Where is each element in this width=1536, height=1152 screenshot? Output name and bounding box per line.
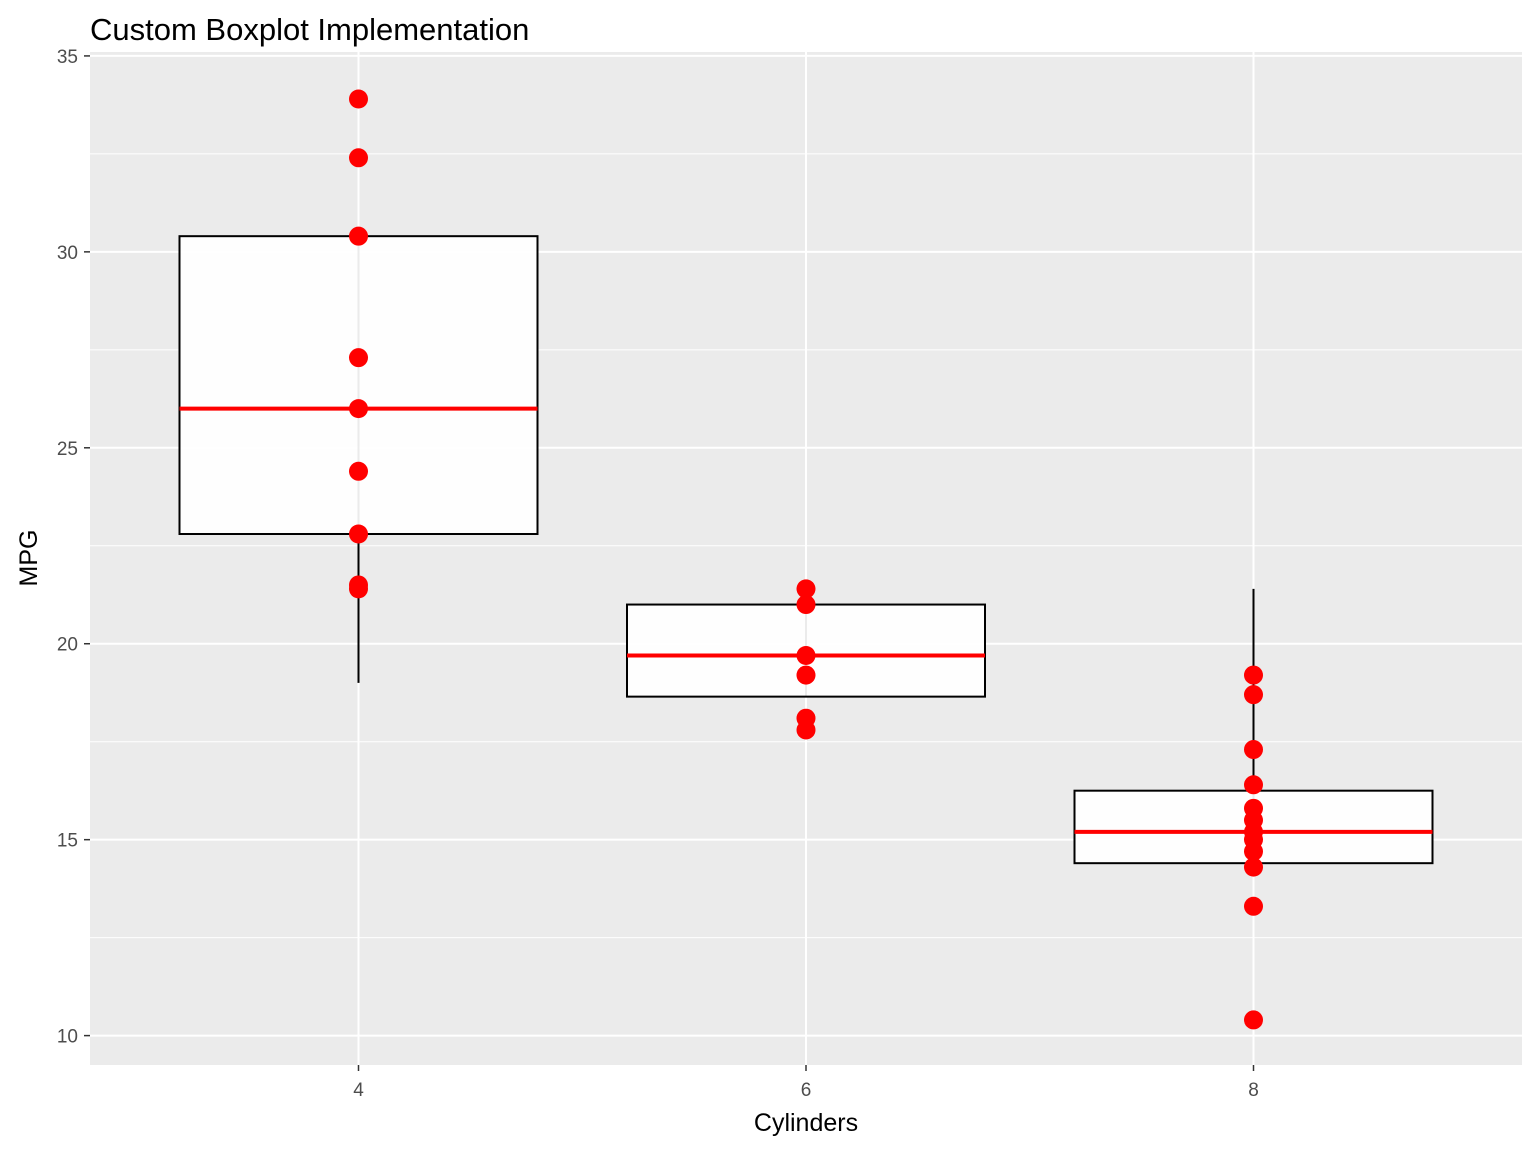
y-axis: 10 15 20 25 30 35	[57, 47, 90, 1048]
y-tick-label: 35	[57, 47, 78, 68]
x-tick-label: 8	[1248, 1080, 1259, 1101]
x-tick-label: 4	[353, 1080, 364, 1101]
chart-title: Custom Boxplot Implementation	[90, 12, 529, 47]
data-point	[796, 720, 816, 740]
data-point	[349, 348, 368, 368]
data-point	[1244, 841, 1263, 861]
data-point	[796, 645, 816, 665]
data-point	[796, 595, 816, 615]
y-tick-label: 25	[57, 439, 78, 460]
y-tick-label: 10	[57, 1027, 78, 1048]
y-tick-label: 15	[57, 831, 78, 852]
box	[178, 235, 539, 536]
x-tick-label: 6	[801, 1080, 812, 1101]
data-points	[349, 89, 1263, 1030]
data-point	[349, 461, 368, 481]
y-tick-label: 30	[57, 243, 78, 264]
x-axis: 4 6 8	[353, 1065, 1259, 1101]
data-point	[349, 89, 368, 109]
data-point	[1244, 685, 1263, 705]
data-point	[1244, 775, 1263, 795]
data-point	[1244, 1010, 1263, 1030]
data-point	[349, 226, 368, 246]
data-point	[349, 399, 368, 419]
data-point	[1244, 857, 1263, 877]
y-tick-label: 20	[57, 635, 78, 656]
data-point	[796, 665, 816, 685]
data-point	[1244, 665, 1263, 685]
data-point	[349, 148, 368, 168]
data-point	[349, 579, 368, 599]
data-point	[1244, 740, 1263, 760]
y-axis-title: MPG	[15, 530, 43, 587]
data-point	[1244, 896, 1263, 916]
x-axis-title: Cylinders	[754, 1109, 858, 1137]
data-point	[796, 579, 816, 599]
data-point	[349, 524, 368, 544]
